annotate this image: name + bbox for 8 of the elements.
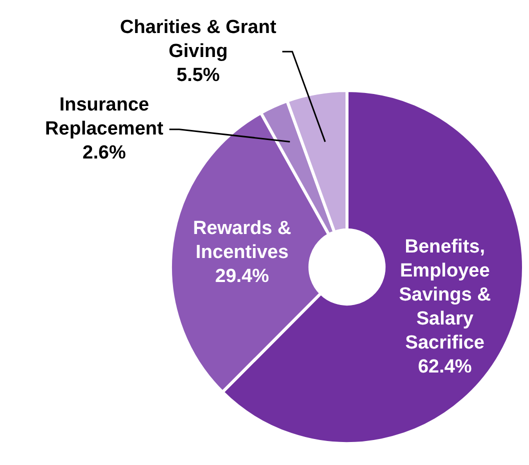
slice-label: Insurance Replacement (45, 94, 164, 140)
slice-label: Charities & Grant Giving (120, 16, 277, 62)
slice-label: Benefits, Employee Savings & Salary Sacrifice (398, 236, 492, 354)
data-label: 2.6% (82, 142, 126, 164)
data-label: 5.5% (176, 64, 220, 86)
data-label: 29.4% (215, 266, 270, 287)
data-label: 62.4% (418, 356, 472, 378)
slice-label: Rewards & Incentives (192, 218, 292, 263)
